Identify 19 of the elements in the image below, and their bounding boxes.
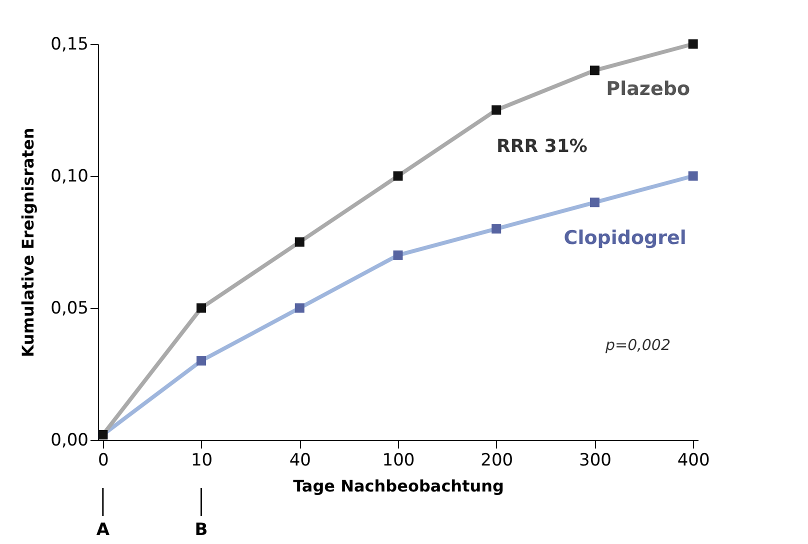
- x-tick-label: 300: [578, 450, 612, 470]
- x-tick-label: 0: [98, 450, 109, 470]
- series-label: Plazebo: [606, 78, 690, 100]
- x-tick-label: 100: [382, 450, 415, 470]
- annotation: p=0,002: [604, 336, 671, 354]
- x-tick-label: 40: [289, 450, 311, 470]
- y-axis-title: Kumulative Ereignisraten: [18, 128, 38, 358]
- annotation: RRR 31%: [496, 136, 588, 157]
- x-axis-title: Tage Nachbeobachtung: [293, 476, 504, 496]
- x-tick-label: 200: [480, 450, 514, 470]
- annotation: A: [96, 520, 110, 540]
- y-tick-label: 0,15: [50, 34, 88, 54]
- series-label: Clopidogrel: [564, 227, 686, 249]
- y-tick-label: 0,05: [50, 298, 88, 318]
- annotation: B: [194, 520, 208, 540]
- x-tick-label: 400: [677, 450, 710, 470]
- y-tick-label: 0,00: [50, 430, 88, 450]
- x-tick-label: 10: [190, 450, 213, 470]
- y-tick-label: 0,10: [50, 166, 88, 186]
